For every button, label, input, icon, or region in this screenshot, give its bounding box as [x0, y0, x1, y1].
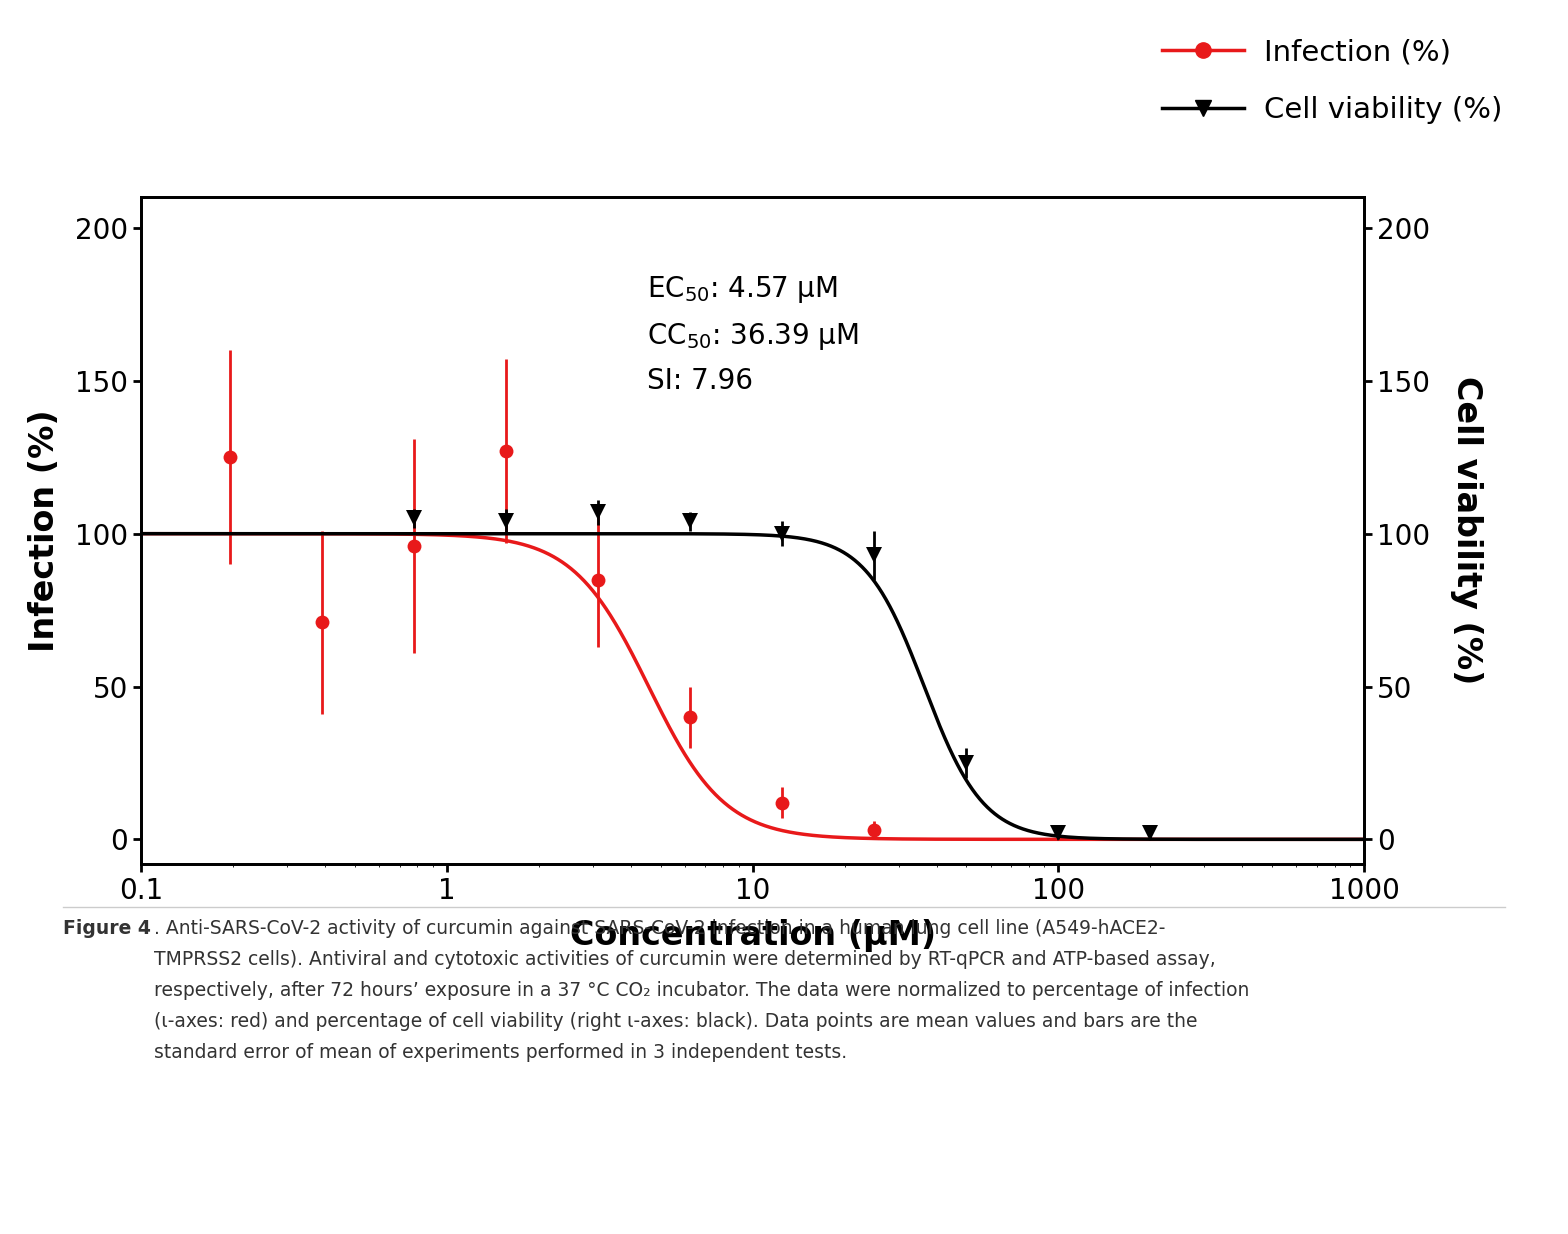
Legend: Infection (%), Cell viability (%): Infection (%), Cell viability (%) — [1151, 27, 1515, 136]
Text: . Anti-SARS-CoV-2 activity of curcumin against SARS-CoV-2 infection in a human l: . Anti-SARS-CoV-2 activity of curcumin a… — [154, 919, 1250, 1062]
Text: EC$_{50}$: 4.57 μM
CC$_{50}$: 36.39 μM
SI: 7.96: EC$_{50}$: 4.57 μM CC$_{50}$: 36.39 μM S… — [646, 274, 859, 395]
X-axis label: Concentration (μM): Concentration (μM) — [569, 919, 936, 951]
Y-axis label: Infection (%): Infection (%) — [28, 410, 61, 652]
Text: Figure 4: Figure 4 — [63, 919, 151, 938]
Y-axis label: Cell viability (%): Cell viability (%) — [1450, 376, 1483, 685]
